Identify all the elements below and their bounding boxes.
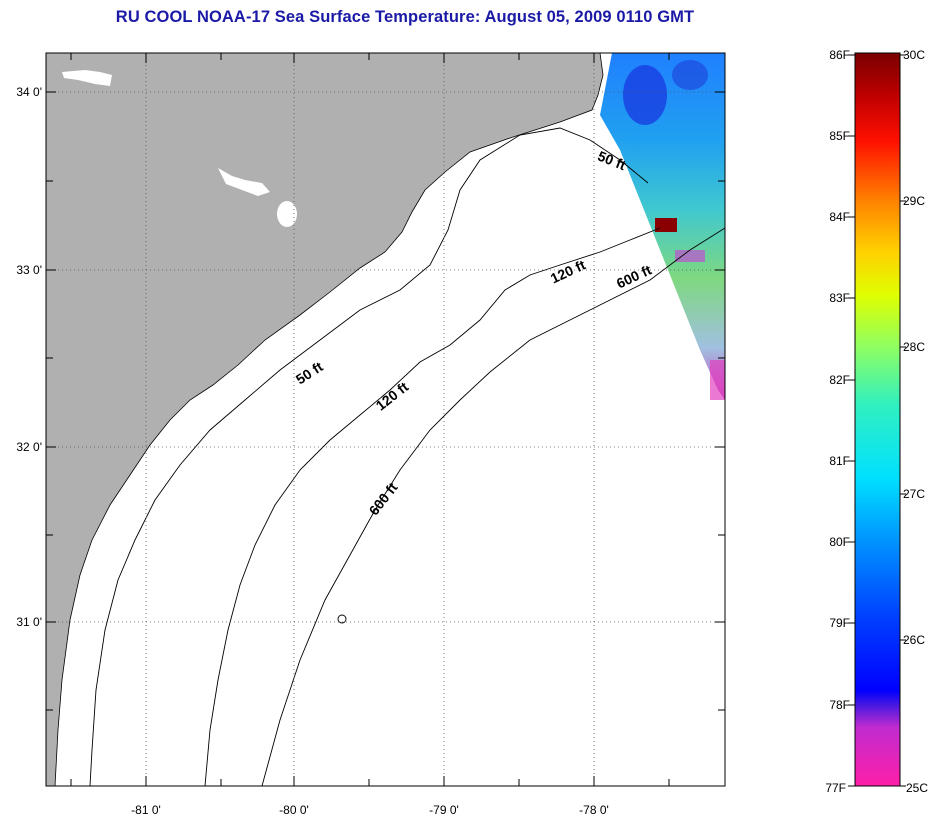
colorbar-f-label: 82F	[829, 373, 850, 387]
lat-tick-label: 31 0'	[16, 615, 42, 629]
colorbar-f-label: 81F	[829, 454, 850, 468]
lon-tick-label: -78 0'	[579, 803, 609, 817]
contour-120ft	[204, 227, 661, 786]
lon-tick-label: -79 0'	[429, 803, 459, 817]
swath-warm-patch	[655, 218, 677, 232]
lat-tick-label: 33 0'	[16, 263, 42, 277]
contour-600ft	[261, 227, 725, 786]
lake	[218, 168, 270, 196]
lat-tick-label: 34 0'	[16, 85, 42, 99]
axis-ticks	[46, 53, 725, 786]
colorbar-gradient	[854, 52, 901, 787]
colorbar-c-label: 29C	[903, 194, 925, 208]
colorbar-f-label: 85F	[829, 129, 850, 143]
lake	[277, 201, 297, 227]
swath-cool-patch	[672, 60, 708, 90]
colorbar-f-label: 77F	[825, 781, 846, 795]
swath-cool-patch	[623, 65, 667, 125]
colorbar-ticks	[848, 54, 906, 787]
colorbar-c-label: 27C	[903, 487, 925, 501]
land	[46, 53, 604, 786]
lon-tick-label: -81 0'	[131, 803, 161, 817]
colorbar: 86F 85F 84F 83F 82F 81F 80F 79F 78F 77F …	[825, 48, 928, 795]
colorbar-c-label: 28C	[903, 340, 925, 354]
plot-frame	[45, 52, 726, 787]
contour-600ft-loop	[337, 614, 347, 624]
colorbar-f-label: 83F	[829, 291, 850, 305]
contour-50ft	[89, 127, 649, 786]
colorbar-c-label: 30C	[903, 48, 925, 62]
colorbar-c-label: 26C	[903, 633, 925, 647]
colorbar-c-label: 25C	[906, 781, 928, 795]
colorbar-f-label: 80F	[829, 535, 850, 549]
lat-tick-label: 32 0'	[16, 440, 42, 454]
colorbar-f-label: 84F	[829, 210, 850, 224]
colorbar-f-label: 86F	[829, 48, 850, 62]
map-title: RU COOL NOAA-17 Sea Surface Temperature:…	[115, 8, 695, 26]
lon-tick-label: -80 0'	[279, 803, 309, 817]
colorbar-f-label: 79F	[829, 616, 850, 630]
swath-patch	[710, 360, 725, 400]
lake	[62, 70, 112, 86]
colorbar-f-label: 78F	[829, 698, 850, 712]
swath-patch	[675, 250, 705, 262]
